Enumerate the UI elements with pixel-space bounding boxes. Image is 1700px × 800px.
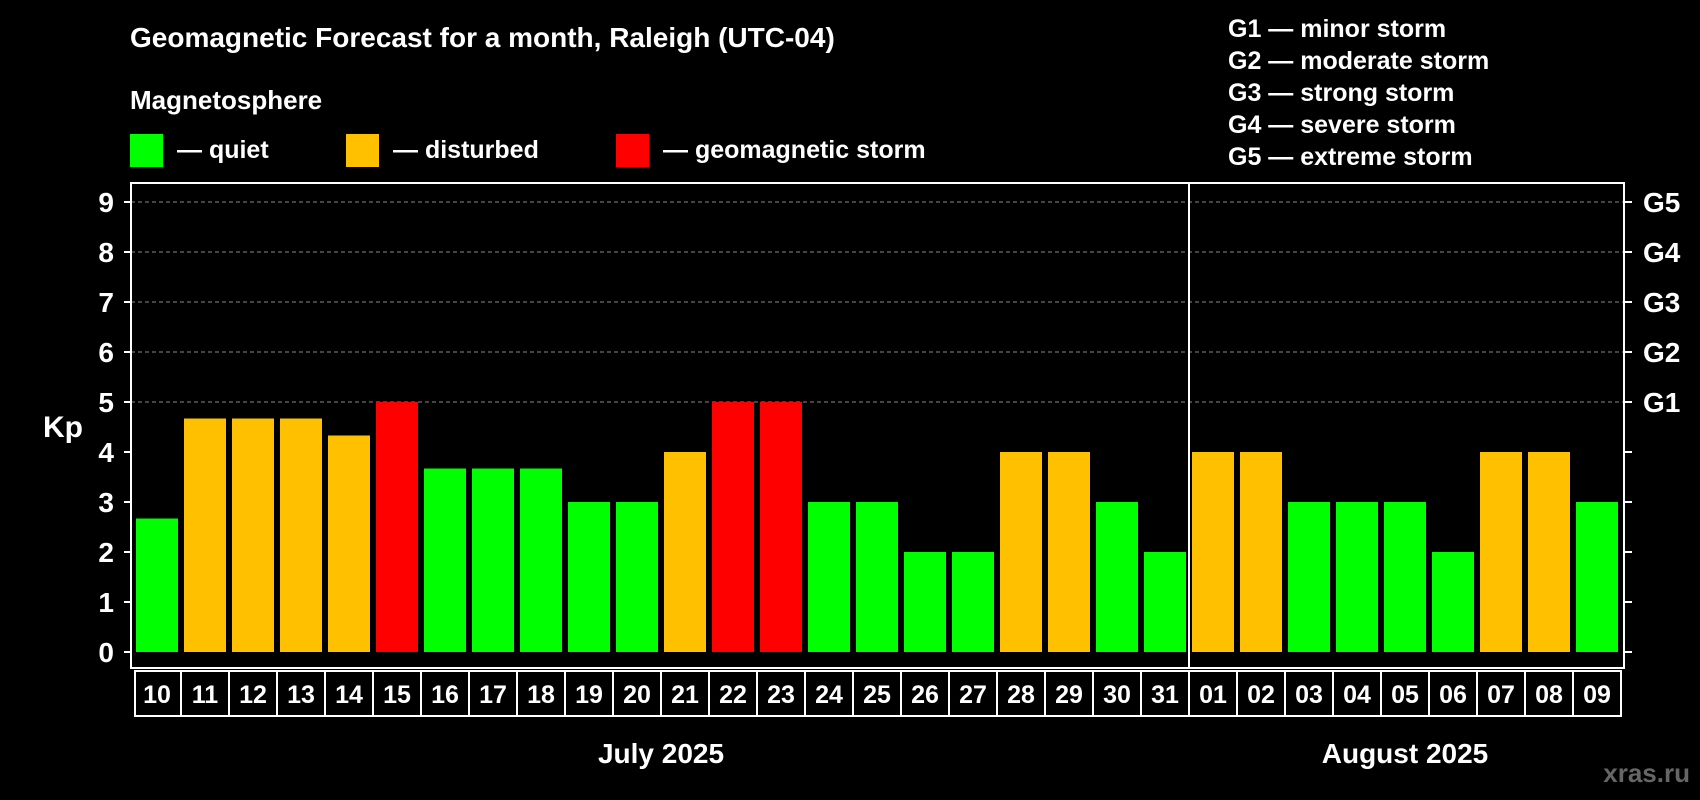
y-tick-label: 1 [98,587,114,618]
date-label: 15 [383,681,411,709]
bar [1528,452,1570,652]
bar [136,518,178,652]
storm-scale-g5: G5 — extreme storm [1228,143,1473,171]
date-label: 27 [959,681,987,709]
y-tick-label: 8 [98,237,114,268]
date-row-frame [134,670,1622,717]
legend-heading: Magnetosphere [130,85,322,115]
date-label: 20 [623,681,651,709]
storm-level-label: G2 [1643,337,1680,368]
date-label: 13 [287,681,315,709]
bar [760,402,802,652]
bar [856,502,898,652]
date-label: 24 [815,681,843,709]
bar [328,435,370,652]
date-label: 01 [1199,681,1227,709]
date-label: 29 [1055,681,1083,709]
legend-label-storm: — geomagnetic storm [663,136,926,164]
date-label: 21 [671,681,699,709]
y-tick-label: 9 [98,187,114,218]
y-tick-label: 4 [98,437,114,468]
bar [232,418,274,652]
date-label: 17 [479,681,507,709]
bar [1144,552,1186,652]
bar [1288,502,1330,652]
date-label: 05 [1391,681,1419,709]
bar [472,468,514,652]
y-tick-label: 5 [98,387,114,418]
bar [712,402,754,652]
date-label: 08 [1535,681,1563,709]
bar [664,452,706,652]
date-label: 10 [143,681,171,709]
storm-scale-g2: G2 — moderate storm [1228,47,1489,75]
date-label: 14 [335,681,363,709]
date-label: 07 [1487,681,1515,709]
date-label: 23 [767,681,795,709]
bar [1432,552,1474,652]
legend-swatch-storm [616,134,649,167]
y-tick-label: 7 [98,287,114,318]
date-label: 26 [911,681,939,709]
month-label: July 2025 [598,738,724,769]
date-label: 12 [239,681,267,709]
date-label: 28 [1007,681,1035,709]
date-label: 09 [1583,681,1611,709]
storm-scale-g1: G1 — minor storm [1228,15,1446,43]
storm-scale-g3: G3 — strong storm [1228,79,1454,107]
bar [184,418,226,652]
storm-level-label: G3 [1643,287,1680,318]
y-tick-label: 0 [98,637,114,668]
bar [568,502,610,652]
bar [424,468,466,652]
storm-level-label: G1 [1643,387,1680,418]
bar [808,502,850,652]
storm-level-label: G5 [1643,187,1680,218]
bar [1480,452,1522,652]
date-label: 30 [1103,681,1131,709]
bar [1048,452,1090,652]
month-label: August 2025 [1322,738,1489,769]
chart-title: Geomagnetic Forecast for a month, Raleig… [130,22,835,53]
plot-frame [130,182,1625,669]
date-label: 11 [192,681,219,709]
bar [1000,452,1042,652]
date-label: 18 [527,681,555,709]
legend-swatch-quiet [130,134,163,167]
bar [520,468,562,652]
bar [1096,502,1138,652]
y-tick-label: 2 [98,537,114,568]
bar [280,418,322,652]
date-label: 06 [1439,681,1467,709]
y-axis-label: Kp [43,411,83,444]
bar [1336,502,1378,652]
watermark: xras.ru [1603,758,1690,788]
bar [376,402,418,652]
bar [616,502,658,652]
bar [1576,502,1618,652]
date-label: 04 [1343,681,1371,709]
legend-label-quiet: — quiet [177,136,269,164]
legend-label-disturbed: — disturbed [393,136,539,164]
date-label: 16 [431,681,459,709]
date-label: 19 [575,681,603,709]
bar [952,552,994,652]
bar [1384,502,1426,652]
date-label: 25 [863,681,891,709]
legend-swatch-disturbed [346,134,379,167]
date-label: 22 [719,681,747,709]
storm-scale-g4: G4 — severe storm [1228,111,1456,139]
date-label: 03 [1295,681,1323,709]
bar [1192,452,1234,652]
date-label: 31 [1151,681,1179,709]
date-label: 02 [1247,681,1275,709]
y-tick-label: 6 [98,337,114,368]
y-tick-label: 3 [98,487,114,518]
bar [904,552,946,652]
storm-level-label: G4 [1643,237,1681,268]
bar [1240,452,1282,652]
